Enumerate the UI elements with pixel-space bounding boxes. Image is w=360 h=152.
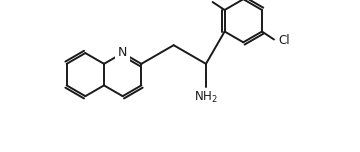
Text: N: N [118,46,127,59]
Text: NH$_2$: NH$_2$ [194,90,218,105]
Text: Cl: Cl [279,34,291,47]
